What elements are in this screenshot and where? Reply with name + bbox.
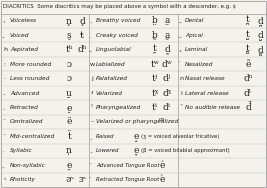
- Text: Nasalized: Nasalized: [185, 62, 213, 67]
- Text: Labialized: Labialized: [96, 62, 126, 67]
- Text: dʲ: dʲ: [163, 74, 171, 83]
- Text: u̱: u̱: [66, 89, 72, 98]
- Text: Dental: Dental: [185, 18, 204, 23]
- Text: s̬: s̬: [67, 31, 71, 40]
- Text: tʷ: tʷ: [151, 60, 159, 69]
- Text: Linguolabial: Linguolabial: [96, 47, 132, 52]
- Text: Advanced Tongue Root: Advanced Tongue Root: [96, 163, 159, 168]
- Text: Laminal: Laminal: [185, 47, 208, 52]
- Text: Pharyngealized: Pharyngealized: [96, 105, 141, 110]
- Text: ɔ: ɔ: [66, 60, 72, 69]
- Text: (β = voiced bilabial approximant): (β = voiced bilabial approximant): [141, 148, 230, 153]
- Text: tʰ: tʰ: [65, 45, 73, 54]
- Text: dⁿ: dⁿ: [243, 74, 253, 83]
- Text: ɔ: ɔ: [66, 74, 72, 83]
- Text: ˑ: ˑ: [4, 76, 6, 81]
- Text: Less rounded: Less rounded: [10, 76, 49, 81]
- Text: ˞: ˞: [4, 177, 6, 182]
- Text: –: –: [91, 119, 93, 124]
- Text: Advanced: Advanced: [10, 90, 39, 96]
- Text: t̪: t̪: [246, 16, 250, 25]
- Text: j: j: [91, 76, 93, 81]
- Text: n: n: [179, 76, 183, 81]
- Text: dʰ: dʰ: [77, 45, 87, 54]
- Text: t̺: t̺: [246, 30, 250, 40]
- Text: ë: ë: [66, 118, 72, 127]
- Text: Velarized: Velarized: [96, 90, 123, 96]
- Text: Aspirated: Aspirated: [10, 47, 38, 52]
- Text: ˤ: ˤ: [91, 105, 93, 110]
- Text: Non-syllabic: Non-syllabic: [10, 163, 46, 168]
- Text: ɝ: ɝ: [78, 175, 85, 184]
- Text: Retracted: Retracted: [10, 105, 39, 110]
- Text: Velarized or pharyngealized: Velarized or pharyngealized: [96, 119, 178, 124]
- Text: Centralized: Centralized: [10, 119, 44, 124]
- Text: n̥: n̥: [66, 16, 72, 25]
- Text: Apical: Apical: [185, 33, 203, 38]
- Text: (ʒ = voiced alveolar fricative): (ʒ = voiced alveolar fricative): [141, 134, 219, 139]
- Text: ẗ: ẗ: [67, 132, 71, 141]
- Text: dʷ: dʷ: [162, 60, 172, 69]
- Text: d̥: d̥: [79, 16, 85, 25]
- Text: ẽ: ẽ: [245, 60, 251, 69]
- Text: dˠ: dˠ: [162, 89, 172, 98]
- Text: d̚: d̚: [245, 103, 251, 112]
- Text: d̺: d̺: [257, 30, 263, 40]
- Text: h: h: [3, 47, 7, 52]
- Text: a̤: a̤: [164, 16, 170, 25]
- Text: DIACRITICS  Some diacritics may be placed above a symbol with a descender, e.g. : DIACRITICS Some diacritics may be placed…: [3, 4, 235, 9]
- Text: dˤ: dˤ: [163, 103, 171, 112]
- Text: a̰: a̰: [164, 31, 170, 40]
- Text: tˠ: tˠ: [151, 89, 159, 98]
- Text: Creaky voiced: Creaky voiced: [96, 33, 138, 38]
- Text: l: l: [180, 90, 182, 96]
- Text: b̤: b̤: [152, 16, 158, 25]
- Text: è: è: [159, 175, 165, 184]
- Text: ɚ: ɚ: [65, 175, 73, 184]
- Text: Palatalized: Palatalized: [96, 76, 128, 81]
- Text: Syllabic: Syllabic: [10, 148, 33, 153]
- Text: ː: ː: [4, 62, 6, 67]
- Text: t̻: t̻: [246, 45, 250, 54]
- Text: Raised: Raised: [96, 134, 115, 139]
- Text: é: é: [159, 161, 165, 170]
- Text: Lateral release: Lateral release: [185, 90, 229, 96]
- Text: e̠: e̠: [66, 103, 72, 112]
- Text: Mid-centralized: Mid-centralized: [10, 134, 55, 139]
- Text: Lowered: Lowered: [96, 148, 120, 153]
- Text: d̼: d̼: [164, 45, 170, 54]
- Text: tˤ: tˤ: [152, 103, 158, 112]
- Text: No audible release: No audible release: [185, 105, 240, 110]
- Text: Voiceless: Voiceless: [10, 18, 37, 23]
- Text: Breathy voiced: Breathy voiced: [96, 18, 140, 23]
- Text: w: w: [89, 62, 95, 67]
- Text: Voiced: Voiced: [10, 33, 29, 38]
- Text: Retracted Tongue Root: Retracted Tongue Root: [96, 177, 159, 182]
- Text: t̼: t̼: [153, 45, 157, 54]
- Text: More rounded: More rounded: [10, 62, 51, 67]
- Text: d̻: d̻: [257, 45, 263, 55]
- Text: Nasal release: Nasal release: [185, 76, 225, 81]
- Text: ꟹ: ꟹ: [159, 118, 165, 127]
- Text: d̪: d̪: [257, 16, 263, 26]
- Text: Rhoticity: Rhoticity: [10, 177, 36, 182]
- Text: ŧ: ŧ: [80, 31, 84, 40]
- Text: ˠ: ˠ: [91, 90, 93, 96]
- Text: dˡ: dˡ: [244, 89, 252, 98]
- Text: e̯: e̯: [66, 161, 72, 170]
- Text: e̝: e̝: [133, 132, 139, 141]
- Text: n̩: n̩: [66, 146, 72, 155]
- Text: b̰: b̰: [152, 31, 158, 40]
- Text: e̞: e̞: [133, 146, 139, 155]
- Text: tʲ: tʲ: [152, 74, 158, 83]
